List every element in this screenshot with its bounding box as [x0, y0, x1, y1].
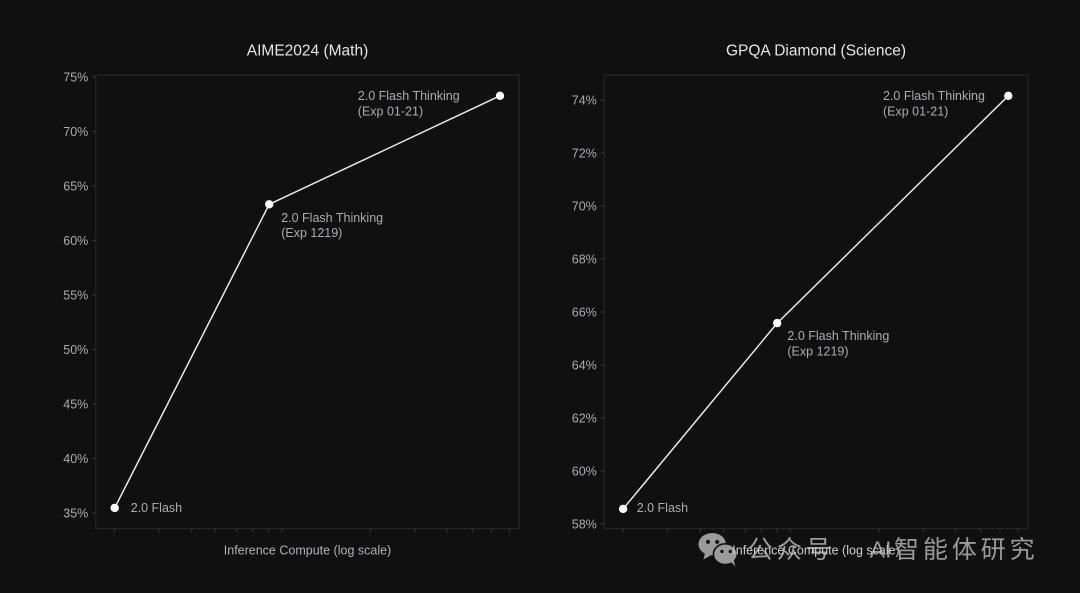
svg-text:62%: 62% — [572, 412, 597, 426]
svg-text:40%: 40% — [63, 452, 88, 466]
svg-text:2.0 Flash Thinking: 2.0 Flash Thinking — [358, 89, 460, 103]
svg-text:Inference Compute (log scale): Inference Compute (log scale) — [224, 543, 391, 557]
svg-text:66%: 66% — [572, 306, 597, 320]
svg-text:65%: 65% — [63, 180, 88, 194]
svg-text:2.0 Flash: 2.0 Flash — [131, 501, 182, 515]
svg-text:45%: 45% — [63, 398, 88, 412]
svg-text:(Exp 1219): (Exp 1219) — [787, 345, 848, 359]
svg-text:(Exp 01-21): (Exp 01-21) — [358, 105, 423, 119]
svg-text:55%: 55% — [63, 289, 88, 303]
svg-text:2.0 Flash Thinking: 2.0 Flash Thinking — [281, 211, 383, 225]
svg-text:35%: 35% — [63, 507, 88, 521]
svg-text:AI: AI — [870, 537, 892, 563]
svg-text:Inference Compute (log scale): Inference Compute (log scale) — [732, 544, 899, 558]
svg-text:75%: 75% — [63, 71, 88, 85]
svg-text:GPQA Diamond (Science): GPQA Diamond (Science) — [726, 43, 906, 60]
svg-text:64%: 64% — [572, 359, 597, 373]
svg-text:(Exp 1219): (Exp 1219) — [281, 226, 342, 240]
svg-text:58%: 58% — [572, 518, 597, 532]
svg-text:AIME2024 (Math): AIME2024 (Math) — [247, 43, 368, 60]
svg-text:70%: 70% — [572, 200, 597, 214]
svg-text:72%: 72% — [572, 147, 597, 161]
svg-text:60%: 60% — [572, 465, 597, 479]
svg-text:70%: 70% — [63, 125, 88, 139]
svg-text:2.0 Flash: 2.0 Flash — [637, 501, 688, 515]
svg-text:60%: 60% — [63, 234, 88, 248]
svg-text:50%: 50% — [63, 343, 88, 357]
svg-text:(Exp 01-21): (Exp 01-21) — [883, 105, 948, 119]
svg-text:68%: 68% — [572, 253, 597, 267]
svg-text:74%: 74% — [572, 94, 597, 108]
svg-text:2.0 Flash Thinking: 2.0 Flash Thinking — [787, 329, 889, 343]
svg-text:2.0 Flash Thinking: 2.0 Flash Thinking — [883, 89, 985, 103]
